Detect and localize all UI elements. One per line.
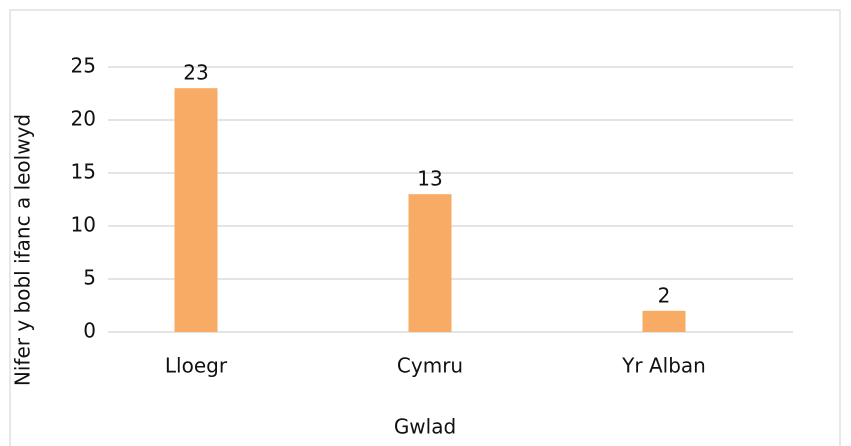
y-tick-label: 0 bbox=[83, 319, 96, 343]
x-tick-label: Yr Alban bbox=[621, 354, 706, 378]
y-tick-label: 20 bbox=[71, 107, 96, 131]
data-label: 23 bbox=[183, 61, 208, 85]
bar bbox=[642, 310, 686, 332]
data-label: 2 bbox=[658, 283, 671, 307]
y-tick-label: 10 bbox=[71, 213, 96, 237]
y-axis-label: Nifer y bobl ifanc a leolwyd bbox=[11, 114, 35, 386]
x-tick-label: Lloegr bbox=[165, 354, 228, 378]
x-axis-label: Gwlad bbox=[394, 415, 456, 439]
y-tick-label: 15 bbox=[71, 160, 96, 184]
bar bbox=[174, 88, 218, 332]
bar bbox=[408, 194, 452, 332]
data-label: 13 bbox=[417, 167, 442, 191]
y-tick-label: 25 bbox=[71, 54, 96, 78]
x-tick-label: Cymru bbox=[397, 354, 463, 378]
y-tick-label: 5 bbox=[83, 266, 96, 290]
